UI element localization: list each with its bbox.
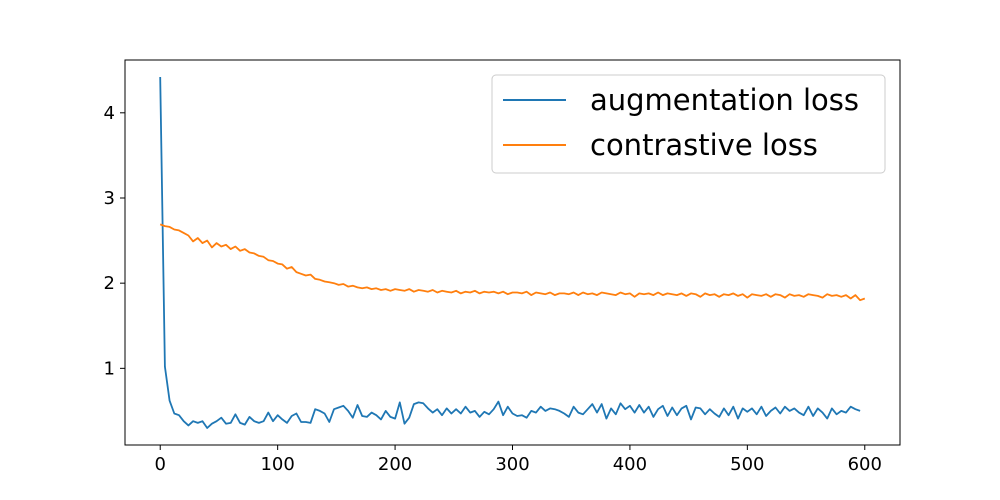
x-tick-label: 0 xyxy=(155,454,166,475)
x-tick-label: 300 xyxy=(495,454,529,475)
axis-ticks: 0 100 200 300 400 500 600 1 2 3 4 xyxy=(104,103,882,475)
y-tick-label: 3 xyxy=(104,188,115,209)
series-line-augmentation-loss xyxy=(159,76,861,429)
x-tick-label: 100 xyxy=(260,454,294,475)
x-tick-label: 400 xyxy=(613,454,647,475)
x-tick-label: 500 xyxy=(730,454,764,475)
x-tick-label: 200 xyxy=(378,454,412,475)
legend-box xyxy=(491,74,886,174)
legend: augmentation loss contrastive loss xyxy=(491,74,886,174)
series-line-contrastive-loss xyxy=(159,223,866,302)
plot-area xyxy=(159,76,866,429)
y-tick-label: 1 xyxy=(104,358,115,379)
x-tick-label: 600 xyxy=(848,454,882,475)
y-tick-label: 2 xyxy=(104,273,115,294)
legend-label-contrastive-loss: contrastive loss xyxy=(590,128,818,162)
legend-label-augmentation-loss: augmentation loss xyxy=(590,83,859,117)
y-tick-label: 4 xyxy=(104,103,115,124)
